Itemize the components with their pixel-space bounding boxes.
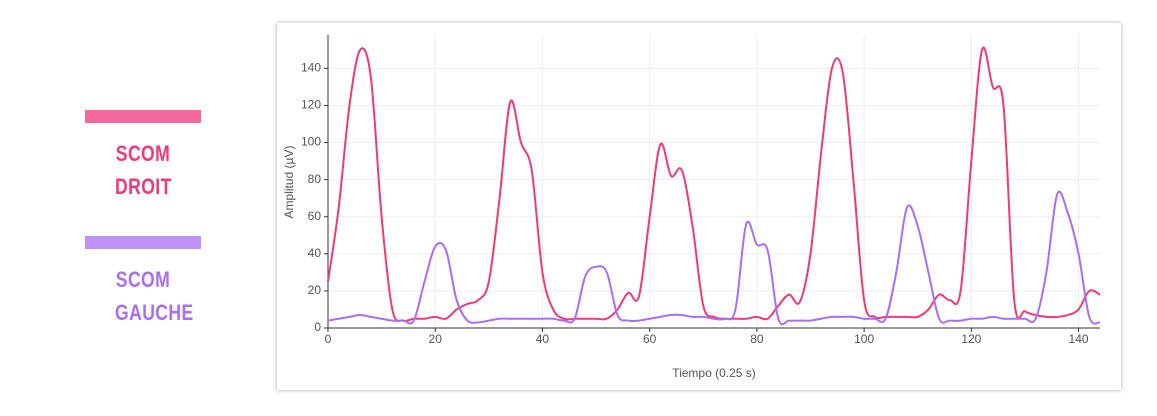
- x-axis-label: Tiempo (0.25 s): [672, 366, 756, 380]
- chart-panel: [277, 23, 1121, 390]
- legend-item: SCOM GAUCHE: [85, 236, 201, 329]
- y-tick-label: 140: [301, 61, 321, 75]
- x-tick-label: 40: [536, 332, 550, 346]
- legend-item: SCOM DROIT: [85, 110, 201, 203]
- x-tick-label: 60: [643, 332, 657, 346]
- x-tick-label: 20: [429, 332, 443, 346]
- y-tick-label: 100: [301, 135, 321, 149]
- x-tick-label: 120: [961, 332, 981, 346]
- y-tick-label: 120: [301, 98, 321, 112]
- x-tick-label: 140: [1069, 332, 1089, 346]
- y-tick-label: 60: [308, 209, 322, 223]
- y-tick-label: 0: [314, 320, 321, 334]
- x-tick-label: 100: [854, 332, 874, 346]
- x-tick-label: 80: [750, 332, 764, 346]
- legend-swatch: [85, 110, 201, 123]
- x-tick-label: 0: [325, 332, 332, 346]
- y-axis-label: Amplitud (µV): [282, 146, 296, 219]
- legend-label: SCOM DROIT: [115, 141, 172, 199]
- legend-swatch: [85, 236, 201, 249]
- line: [327, 190, 1101, 326]
- line: [327, 46, 1101, 322]
- y-tick-label: 20: [308, 283, 322, 297]
- y-tick-label: 40: [308, 246, 322, 260]
- y-tick-label: 80: [308, 172, 322, 186]
